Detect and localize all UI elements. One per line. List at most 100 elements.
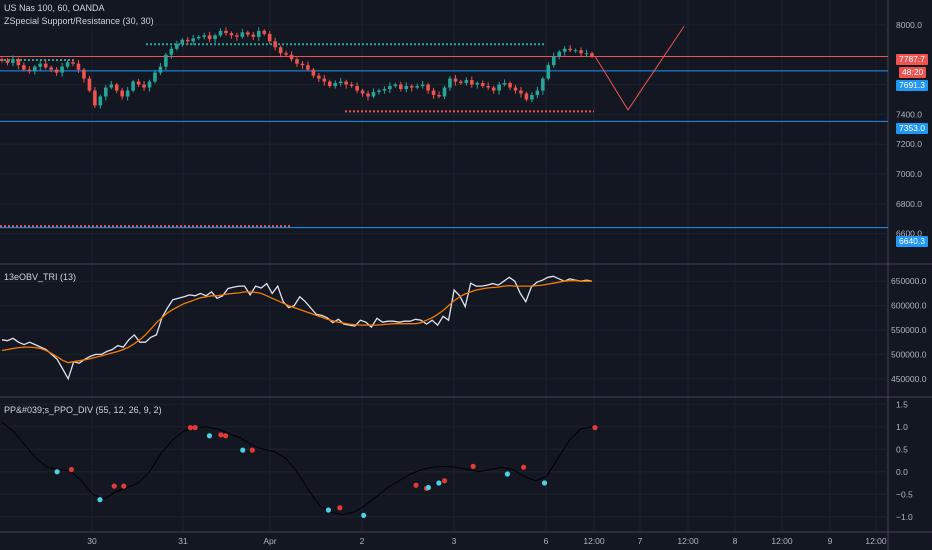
indicator-legend-zspecial: ZSpecial Support/Resistance (30, 30) xyxy=(4,16,154,26)
candle-body-46 xyxy=(251,34,256,37)
time-axis-tick-5: 6 xyxy=(544,536,549,546)
time-axis-tick-1: 31 xyxy=(178,536,188,546)
candle-body-81 xyxy=(442,87,447,97)
candle-body-73 xyxy=(398,84,403,90)
candle-body-60 xyxy=(327,81,332,87)
candle-body-74 xyxy=(404,86,409,90)
candle-body-15 xyxy=(82,69,86,79)
candle-body-17 xyxy=(93,90,97,106)
price-axis-tick-4: 7000.0 xyxy=(896,169,922,179)
candle-body-38 xyxy=(207,35,212,40)
ppo-axis-tick-2: 0.5 xyxy=(896,444,908,454)
candle-body-102 xyxy=(557,51,562,57)
ppo-divergence-dot-15 xyxy=(413,482,419,488)
candle-body-21 xyxy=(114,84,119,91)
ppo-series-line xyxy=(1,421,593,516)
candle-body-87 xyxy=(475,83,480,85)
obv-signal-line xyxy=(1,280,592,364)
candle-body-44 xyxy=(240,32,245,37)
candle-body-99 xyxy=(541,78,545,91)
obv-axis-tick-0: 650000.0 xyxy=(891,276,927,286)
candle-body-104 xyxy=(568,48,572,51)
candle-body-105 xyxy=(573,50,578,52)
candle-body-82 xyxy=(448,78,452,88)
candle-body-77 xyxy=(420,84,425,87)
candle-body-71 xyxy=(388,86,392,90)
candle-body-85 xyxy=(464,80,469,84)
candle-body-106 xyxy=(579,50,583,54)
candle-body-58 xyxy=(317,75,321,79)
candle-body-79 xyxy=(431,90,436,95)
candle-body-34 xyxy=(185,39,190,42)
symbol-legend: US Nas 100, 60, OANDA xyxy=(4,3,105,13)
candle-body-35 xyxy=(191,38,196,42)
candle-body-93 xyxy=(508,83,512,88)
candle-body-108 xyxy=(590,53,594,57)
candle-body-8 xyxy=(43,63,48,68)
candle-body-101 xyxy=(551,56,556,66)
candle-body-22 xyxy=(120,90,124,97)
candle-body-5 xyxy=(27,69,32,72)
candle-body-88 xyxy=(480,83,485,87)
ppo-axis-tick-5: −1.0 xyxy=(896,512,913,522)
candle-body-25 xyxy=(136,81,141,85)
candle-body-11 xyxy=(60,66,64,73)
time-axis-tick-10: 12:00 xyxy=(771,536,793,546)
candle-body-57 xyxy=(311,69,316,76)
candle-body-28 xyxy=(153,72,157,82)
ppo-divergence-dot-22 xyxy=(521,464,527,470)
candle-body-86 xyxy=(470,80,474,85)
ppo-divergence-dot-20 xyxy=(470,463,476,469)
candle-body-78 xyxy=(426,84,430,91)
ppo-axis-tick-0: 1.5 xyxy=(896,399,908,409)
ppo-divergence-dot-14 xyxy=(361,512,367,519)
level-tag-7353: 7353.0 xyxy=(896,123,928,134)
candle-body-59 xyxy=(322,78,327,82)
ppo-divergence-dot-12 xyxy=(325,507,332,513)
ppo-axis-tick-1: 1.0 xyxy=(896,422,908,432)
time-axis-tick-6: 12:00 xyxy=(583,536,605,546)
candle-body-61 xyxy=(333,83,338,87)
candle-body-89 xyxy=(486,86,491,88)
countdown-tag: 48:20 xyxy=(899,67,927,78)
candle-body-97 xyxy=(530,94,534,100)
indicator-legend-ppo: PP&#039;s_PPO_DIV (55, 12, 26, 9, 2) xyxy=(4,405,162,415)
time-axis-tick-4: 3 xyxy=(452,536,457,546)
candle-body-4 xyxy=(22,65,26,70)
ppo-divergence-dot-18 xyxy=(436,480,442,486)
current-price-tag: 7787.7 xyxy=(896,54,928,65)
candle-body-91 xyxy=(497,84,501,91)
time-axis-tick-7: 7 xyxy=(638,536,643,546)
obv-axis-tick-3: 500000.0 xyxy=(891,349,927,359)
candle-body-3 xyxy=(16,59,21,66)
candle-body-62 xyxy=(338,81,343,84)
ppo-divergence-dot-10 xyxy=(240,447,246,453)
candle-body-31 xyxy=(169,48,174,55)
candle-body-32 xyxy=(175,44,179,49)
candle-body-69 xyxy=(377,90,381,92)
obv-axis-tick-1: 600000.0 xyxy=(891,301,927,311)
candle-body-63 xyxy=(344,81,348,85)
candle-body-40 xyxy=(218,30,223,36)
candle-body-42 xyxy=(229,33,234,36)
obv-series-line xyxy=(1,275,593,381)
price-axis-tick-2: 7400.0 xyxy=(896,109,922,119)
candle-body-96 xyxy=(524,93,529,100)
candle-body-37 xyxy=(202,35,206,37)
ppo-divergence-dot-4 xyxy=(121,483,127,489)
candle-body-51 xyxy=(278,47,283,54)
ppo-divergence-dot-3 xyxy=(111,483,117,489)
candle-body-1 xyxy=(5,60,10,63)
candle-body-83 xyxy=(453,78,458,82)
candle-body-10 xyxy=(54,69,59,73)
candle-body-18 xyxy=(98,96,103,106)
candle-body-72 xyxy=(393,84,398,87)
candle-body-92 xyxy=(502,83,507,85)
candle-body-54 xyxy=(295,59,299,64)
ppo-divergence-dot-8 xyxy=(218,432,224,438)
candle-body-20 xyxy=(109,84,114,88)
candle-body-90 xyxy=(491,87,496,91)
ppo-divergence-dot-17 xyxy=(425,484,431,491)
ppo-divergence-dot-19 xyxy=(441,478,448,484)
